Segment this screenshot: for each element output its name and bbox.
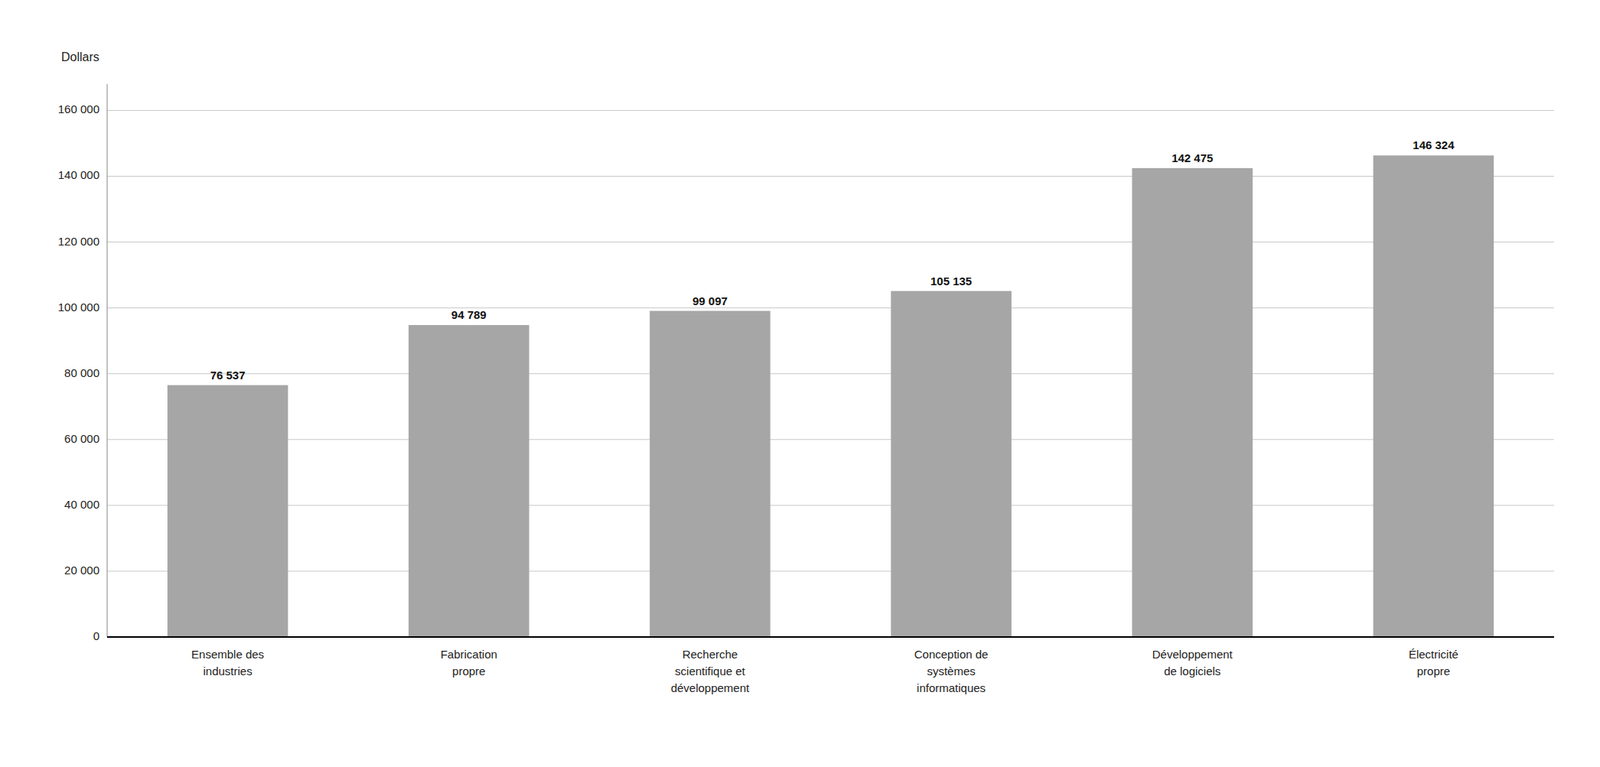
y-tick-label: 0 <box>93 629 100 643</box>
x-tick-label: Électricitépropre <box>1408 648 1459 678</box>
bar <box>890 291 1012 638</box>
chart-container: 0 20 000 40 000 60 000 80 000 100 000 120 000 1… <box>0 0 1600 767</box>
x-tick-label: Développementde logiciels <box>1152 648 1234 678</box>
y-axis-label: Dollars <box>61 50 100 64</box>
x-tick-label: Fabricationpropre <box>440 648 498 678</box>
data-label: 105 135 <box>930 274 972 288</box>
grid-line <box>107 439 1555 440</box>
x-axis: Ensemble desindustries Fabricationpropre R… <box>191 648 1459 695</box>
x-tick-label: Recherchescientifique etdéveloppement <box>671 648 750 695</box>
y-axis-line <box>107 84 108 638</box>
grid-line <box>107 110 1555 111</box>
y-tick-label: 60 000 <box>64 432 100 446</box>
grid-line <box>107 505 1555 506</box>
grid-line <box>107 307 1555 309</box>
grid-line <box>107 373 1555 375</box>
bar <box>1373 155 1495 638</box>
bar <box>408 325 530 638</box>
data-label: 146 324 <box>1412 138 1455 152</box>
y-tick-label: 120 000 <box>58 234 100 248</box>
x-tick-label: Ensemble desindustries <box>191 648 264 678</box>
bar <box>649 311 771 638</box>
bars <box>167 155 1494 638</box>
data-label: 94 789 <box>451 308 487 322</box>
x-axis-line <box>107 636 1555 639</box>
x-tick-label: Conception desystèmesinformatiques <box>914 648 989 695</box>
y-tick-label: 80 000 <box>64 366 100 380</box>
y-axis: 0 20 000 40 000 60 000 80 000 100 000 120 000 1… <box>58 102 1555 643</box>
data-labels: 76 537 94 789 99 097 105 135 142 475 146 324 <box>210 138 1456 382</box>
grid-line <box>107 175 1555 177</box>
grid-line <box>107 241 1555 243</box>
y-tick-label: 20 000 <box>64 563 100 577</box>
y-tick-label: 40 000 <box>64 498 100 512</box>
grid-line <box>107 570 1555 572</box>
data-label: 142 475 <box>1171 151 1213 165</box>
data-label: 99 097 <box>692 294 728 308</box>
bar <box>1131 168 1253 638</box>
y-tick-label: 160 000 <box>58 102 100 116</box>
grid-line <box>107 637 1555 639</box>
bar <box>167 385 289 638</box>
data-label: 76 537 <box>210 368 246 382</box>
chart-svg: 0 20 000 40 000 60 000 80 000 100 000 120 000 1… <box>0 0 1600 767</box>
y-tick-label: 100 000 <box>58 300 100 314</box>
y-tick-label: 140 000 <box>58 168 100 182</box>
